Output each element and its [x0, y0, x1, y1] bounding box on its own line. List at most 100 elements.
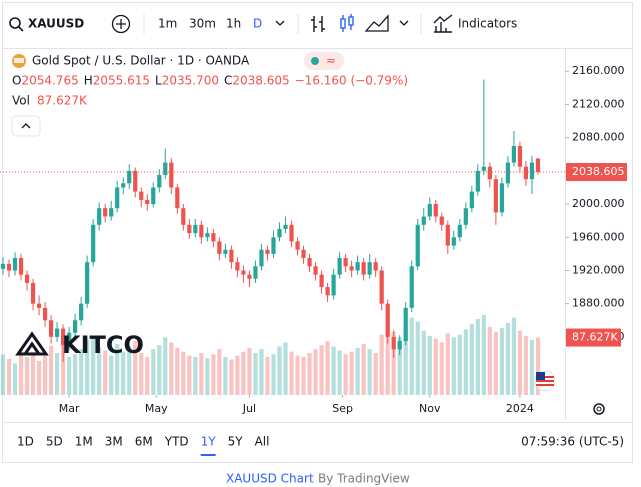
- candle-body: [187, 224, 192, 234]
- candle-body: [283, 224, 288, 229]
- volume-bar: [139, 353, 144, 395]
- frame: [2, 2, 633, 463]
- interval[interactable]: 30m: [189, 17, 216, 31]
- candle-body: [18, 258, 24, 275]
- candle-body: [97, 208, 102, 225]
- candles-icon[interactable]: [340, 14, 354, 32]
- volume-key: Vol: [12, 94, 30, 108]
- us-flag: [534, 370, 556, 392]
- market-status: [311, 57, 319, 65]
- volume-bar: [295, 355, 300, 395]
- volume-bar: [457, 334, 462, 395]
- volume-bar: [18, 349, 24, 395]
- range-button[interactable]: 5D: [46, 435, 63, 449]
- volume-bar: [301, 356, 306, 395]
- candle-body: [121, 183, 126, 188]
- candle-body: [199, 224, 204, 238]
- candle-body: [301, 249, 306, 259]
- footer-link[interactable]: XAUUSD Chart: [226, 472, 314, 486]
- clock: 07:59:36 (UTC-5): [521, 435, 624, 449]
- range-button[interactable]: All: [255, 435, 270, 449]
- volume-bar: [79, 349, 84, 395]
- candle-body: [313, 266, 318, 275]
- volume-bar: [163, 337, 168, 395]
- range-button[interactable]: 6M: [135, 435, 153, 449]
- ohlc-key: L: [155, 74, 162, 88]
- kitco-logo: [15, 331, 49, 356]
- range-button[interactable]: 1D: [17, 435, 34, 449]
- bars-icon[interactable]: [311, 16, 325, 32]
- volume-bar: [157, 345, 162, 395]
- symbol[interactable]: XAUUSD: [28, 17, 84, 31]
- volume-bar: [475, 318, 480, 395]
- ohlc-key: H: [84, 74, 93, 88]
- volume-bar: [331, 346, 336, 395]
- plot: 1840.0001880.0001920.0001960.0002000.000…: [0, 48, 627, 420]
- indicators-icon[interactable]: [433, 14, 453, 33]
- volume-bar: [247, 347, 252, 395]
- candle-body: [109, 208, 114, 217]
- range-button[interactable]: 5Y: [228, 435, 244, 449]
- dropdown[interactable]: [275, 20, 285, 26]
- interval[interactable]: 1m: [158, 17, 177, 31]
- status-pill: [304, 52, 344, 70]
- indicators-button[interactable]: Indicators: [458, 17, 517, 31]
- volume-bar: [511, 317, 517, 395]
- collapse-button[interactable]: [11, 115, 41, 137]
- candle-body: [367, 262, 372, 275]
- volume-bar: [193, 356, 198, 395]
- volume-bar: [67, 356, 72, 395]
- collapse-icon[interactable]: [21, 123, 31, 129]
- ohlc-key: O: [12, 74, 21, 88]
- y-tick-label: 1920.000: [572, 263, 625, 276]
- range-button[interactable]: 1M: [75, 435, 93, 449]
- volume-bar: [241, 351, 246, 395]
- interval-active[interactable]: D: [253, 17, 262, 31]
- candle-body: [223, 249, 228, 254]
- volume-bar: [265, 356, 270, 395]
- candle-body: [24, 274, 30, 283]
- candle-body: [0, 263, 6, 269]
- search-icon[interactable]: [9, 17, 24, 32]
- candle-body: [205, 233, 210, 238]
- volume-bar: [211, 354, 216, 395]
- kitco-wordmark: KITCO: [62, 331, 144, 359]
- add-symbol[interactable]: [111, 14, 131, 34]
- volume-bar: [439, 342, 444, 395]
- volume-bar: [463, 329, 468, 395]
- y-tick-label: 2160.000: [572, 64, 625, 77]
- ohlc-key: C: [224, 74, 232, 88]
- change: −16.160 (−0.79%): [295, 74, 408, 88]
- volume-bar: [379, 334, 384, 395]
- settings-icon[interactable]: [593, 403, 605, 415]
- area-icon[interactable]: [364, 14, 389, 32]
- volume-bar: [361, 343, 366, 395]
- interval[interactable]: 1h: [226, 17, 241, 31]
- candle-body: [433, 204, 438, 217]
- volume-bar: [169, 342, 174, 395]
- range-button[interactable]: 1Y: [201, 435, 217, 449]
- candle-body: [253, 266, 258, 279]
- range-button[interactable]: 3M: [105, 435, 123, 449]
- candle-body: [30, 282, 36, 304]
- candle-body: [451, 237, 456, 246]
- candle-body: [91, 224, 96, 263]
- volume-bar: [355, 347, 360, 395]
- volume-bar: [97, 347, 102, 395]
- volume-bar: [451, 337, 456, 395]
- dropdown[interactable]: [399, 20, 409, 26]
- volume-bar: [403, 326, 408, 395]
- candle-body: [42, 307, 48, 321]
- candle-body: [331, 274, 336, 296]
- volume-bar: [283, 342, 288, 395]
- volume-bar: [217, 349, 222, 395]
- range-bar: 1D 5D 1M 3M 6M YTD 1Y 5Y All: [17, 435, 269, 456]
- volume-bar: [277, 346, 282, 395]
- candle-body: [529, 162, 535, 180]
- volume-bar: [151, 349, 156, 395]
- range-button[interactable]: YTD: [164, 435, 189, 449]
- candle-body: [415, 224, 420, 267]
- candle-body: [54, 328, 60, 337]
- candle-body: [73, 320, 78, 333]
